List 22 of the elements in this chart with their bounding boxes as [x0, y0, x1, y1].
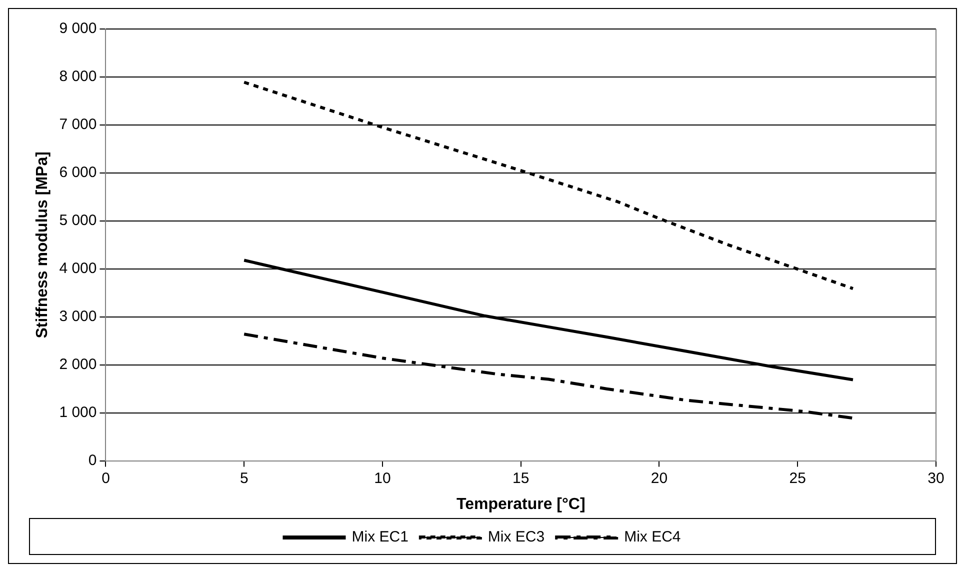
y-tick-label: 9 000: [59, 20, 97, 38]
legend-label: Mix EC4: [624, 528, 681, 546]
legend-label: Mix EC1: [352, 528, 408, 546]
x-tick-label: 0: [102, 470, 110, 487]
x-tick-label: 25: [789, 470, 806, 487]
legend-label: Mix EC3: [488, 528, 545, 546]
x-tick-label: 30: [928, 470, 944, 487]
y-tick-label: 1 000: [59, 404, 97, 421]
y-tick-label: 4 000: [59, 260, 97, 278]
y-tick-label: 0: [88, 452, 97, 469]
x-tick-label: 20: [650, 470, 668, 487]
y-tick-label: 3 000: [59, 308, 97, 326]
y-tick-label: 7 000: [59, 116, 97, 134]
y-tick-label: 6 000: [59, 164, 97, 182]
x-axis-title: Temperature [°C]: [456, 496, 586, 513]
y-tick-label: 5 000: [59, 212, 97, 230]
y-axis-title: Stiffness modulus [MPa]: [34, 152, 52, 338]
y-tick-label: 8 000: [59, 68, 97, 86]
x-tick-label: 10: [374, 470, 391, 487]
x-tick-label: 5: [240, 470, 248, 487]
y-tick-label: 2 000: [59, 356, 97, 373]
x-tick-label: 15: [512, 470, 530, 487]
